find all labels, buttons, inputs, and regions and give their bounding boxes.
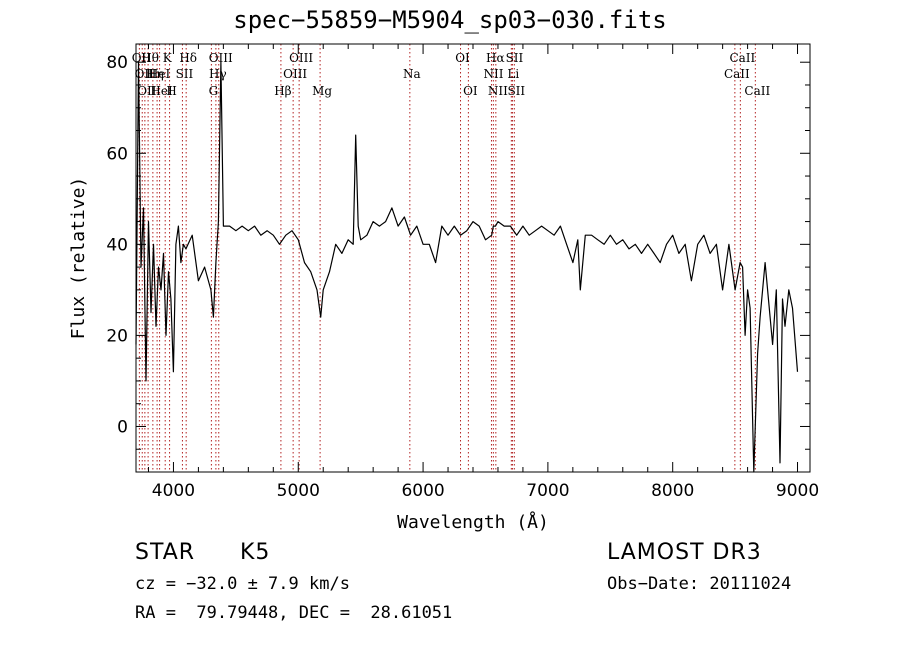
- line-label-21: NII: [483, 67, 503, 81]
- line-label-26: SII: [507, 84, 525, 98]
- line-label-2: OII: [137, 84, 157, 98]
- y-tick-label-2: 40: [106, 235, 128, 255]
- x-tick-label-1: 5000: [277, 481, 320, 501]
- y-tick-label-1: 20: [106, 326, 128, 346]
- y-tick-label-0: 0: [117, 417, 128, 437]
- line-label-13: OIII: [209, 51, 233, 65]
- line-label-15: OIII: [283, 67, 307, 81]
- plot-frame: [135, 43, 811, 473]
- redshift-value: cz = −32.0 ± 7.9 km/s: [135, 574, 350, 594]
- x-tick-label-3: 7000: [526, 481, 569, 501]
- line-label-3: Hθ: [141, 51, 159, 65]
- y-tick-label-3: 60: [106, 144, 128, 164]
- line-label-29: CaII: [744, 84, 770, 98]
- line-label-6: HeI: [150, 84, 173, 98]
- line-label-24: Li: [507, 67, 519, 81]
- x-tick-label-2: 6000: [401, 481, 444, 501]
- line-label-18: Na: [403, 67, 421, 81]
- obs-date: Obs−Date: 20111024: [607, 574, 792, 594]
- line-label-7: K: [163, 51, 173, 65]
- line-label-20: OI: [463, 84, 478, 98]
- line-label-1: OII: [135, 67, 155, 81]
- series-line-flux: [135, 61, 799, 473]
- object-subclass: K5: [240, 540, 271, 565]
- line-label-5: HeI: [148, 67, 171, 81]
- line-label-16: OIII: [289, 51, 313, 65]
- coordinates: RA = 79.79448, DEC = 28.61051: [135, 603, 453, 623]
- line-label-9: SII: [176, 67, 194, 81]
- line-label-23: NII: [488, 84, 508, 98]
- line-label-25: SII: [506, 51, 524, 65]
- object-class: STAR: [135, 540, 196, 565]
- line-label-0: OII: [132, 51, 152, 65]
- line-label-19: OI: [455, 51, 470, 65]
- y-tick-label-4: 80: [106, 53, 128, 73]
- survey-label: LAMOST DR3: [607, 540, 762, 565]
- line-label-12: Hγ: [209, 67, 227, 81]
- line-label-14: Hβ: [274, 84, 291, 98]
- chart-title: spec−55859−M5904_sp03−030.fits: [233, 6, 667, 34]
- x-axis-label: Wavelength (Å): [397, 511, 549, 533]
- line-label-22: Hα: [486, 51, 505, 65]
- y-axis-label: Flux (relative): [68, 177, 89, 340]
- line-label-10: Hδ: [179, 51, 197, 65]
- x-tick-label-0: 4000: [152, 481, 195, 501]
- line-label-11: G: [209, 84, 219, 98]
- x-tick-label-4: 8000: [651, 481, 694, 501]
- line-label-28: CaII: [729, 51, 755, 65]
- line-label-8: H: [166, 84, 176, 98]
- line-label-27: CaII: [724, 67, 750, 81]
- x-tick-label-5: 9000: [776, 481, 819, 501]
- line-label-4: Hη: [146, 67, 164, 81]
- line-label-17: Mg: [312, 84, 332, 98]
